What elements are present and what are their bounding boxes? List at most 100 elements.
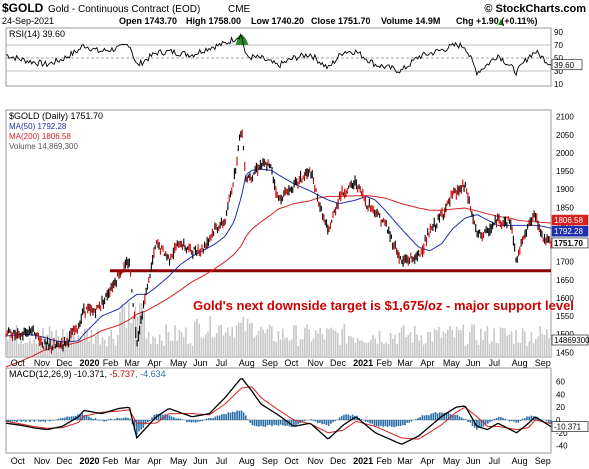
volume-bar — [416, 334, 418, 356]
close-tag-text: 1751.70 — [554, 239, 583, 248]
volume-bar — [502, 328, 504, 356]
volume-bar — [242, 317, 244, 356]
volume-bar — [337, 332, 339, 356]
macd-tick-label: 60 — [556, 378, 565, 387]
volume-bar — [411, 342, 414, 356]
volume-bar — [339, 345, 341, 356]
volume-bar — [488, 343, 491, 356]
volume-bar — [537, 336, 539, 356]
volume-bar — [319, 328, 321, 356]
volume-bar — [64, 340, 66, 356]
volume-bar — [46, 334, 49, 356]
volume-bar — [365, 342, 368, 356]
volume-bar — [112, 338, 115, 356]
x-axis-label: Nov — [34, 358, 51, 368]
volume-bar — [119, 311, 121, 356]
volume-bar — [535, 339, 537, 356]
volume-bar — [295, 325, 297, 356]
volume-bar — [187, 343, 189, 356]
header-change: Chg +1.90 (+0.11%) — [456, 16, 538, 26]
volume-bar — [42, 328, 44, 356]
volume-bar — [37, 336, 40, 356]
x-axis-label: Aug — [239, 358, 255, 368]
volume-bar — [541, 333, 544, 356]
volume-bar — [31, 343, 33, 356]
x-axis-label-bottom: 2020 — [80, 456, 100, 466]
volume-bar — [130, 322, 132, 356]
x-axis-label: 2021 — [353, 358, 373, 368]
price-tick-label: 1650 — [556, 276, 574, 285]
volume-bar — [224, 332, 227, 356]
volume-bar — [205, 333, 207, 356]
volume-bar — [11, 334, 13, 356]
price-tick-label: 1850 — [556, 203, 574, 212]
macd-value-tag — [551, 421, 589, 432]
volume-bar — [255, 335, 258, 356]
volume-bar — [493, 328, 495, 356]
volume-bar — [343, 324, 346, 356]
volume-bar — [216, 333, 218, 356]
volume-bar — [183, 337, 185, 356]
volume-bar — [209, 316, 211, 356]
x-axis-label: Sep — [262, 358, 278, 368]
volume-tag — [551, 334, 589, 346]
volume-legend: Volume 14,869,300 — [9, 142, 78, 151]
macd-legend: MACD(12,26,9) -10.371, -5.737, -4.634 — [9, 369, 166, 379]
volume-bar — [35, 343, 38, 356]
volume-bar — [464, 345, 467, 356]
volume-bar — [310, 341, 313, 356]
x-axis-label-bottom: Sep — [262, 456, 278, 466]
x-axis-label-bottom: Oct — [284, 456, 299, 466]
volume-bar — [352, 337, 354, 356]
macd-tick-label: 20 — [556, 403, 565, 412]
volume-bar — [44, 335, 46, 356]
volume-bar — [297, 345, 299, 356]
macd-tick-label: -20 — [556, 429, 568, 438]
price-tick-label: 1900 — [556, 185, 574, 194]
volume-bar — [77, 335, 79, 356]
volume-tag-text: 14869300 — [554, 336, 589, 345]
volume-bar — [97, 329, 99, 356]
volume-bar — [453, 337, 456, 356]
volume-bar — [543, 334, 546, 356]
volume-bar — [271, 326, 273, 356]
volume-bar — [482, 339, 484, 356]
x-axis-label: May — [170, 358, 188, 368]
volume-bar — [277, 331, 280, 356]
exchange-label: CME — [228, 4, 251, 15]
x-axis-label-bottom: Mar — [397, 456, 413, 466]
volume-bar — [389, 333, 392, 356]
volume-bar — [264, 333, 266, 356]
x-axis-label-bottom: Jun — [193, 456, 208, 466]
volume-bar — [222, 335, 225, 356]
volume-bar — [469, 331, 471, 356]
volume-bar — [117, 335, 119, 356]
ma50-tag-text: 1792.28 — [554, 227, 583, 236]
instrument-name: Gold - Continuous Contract (EOD) — [48, 4, 200, 15]
volume-bar — [385, 342, 387, 356]
volume-bar — [422, 344, 425, 356]
volume-bar — [191, 345, 194, 356]
ma200-line — [5, 195, 552, 368]
volume-bar — [497, 343, 500, 356]
x-axis-label-bottom: 2021 — [353, 456, 373, 466]
volume-bar — [81, 341, 84, 356]
volume-bar — [101, 337, 104, 356]
volume-bar — [246, 318, 249, 356]
volume-bar — [154, 337, 156, 356]
volume-bar — [315, 330, 317, 356]
macd-tick-label: 0 — [556, 416, 561, 425]
x-axis-label-bottom: Jun — [466, 456, 481, 466]
volume-bar — [427, 331, 429, 356]
volume-bar — [506, 335, 508, 356]
volume-bar — [392, 338, 394, 356]
rsi-value-tag-text: 39.60 — [554, 61, 575, 70]
volume-bar — [462, 324, 464, 356]
volume-bar — [367, 342, 370, 356]
volume-bar — [24, 342, 27, 356]
volume-bar — [229, 335, 231, 356]
price-tick-label: 2050 — [556, 131, 574, 140]
volume-bar — [9, 335, 11, 356]
volume-bar — [150, 343, 152, 356]
volume-bar — [213, 337, 216, 356]
